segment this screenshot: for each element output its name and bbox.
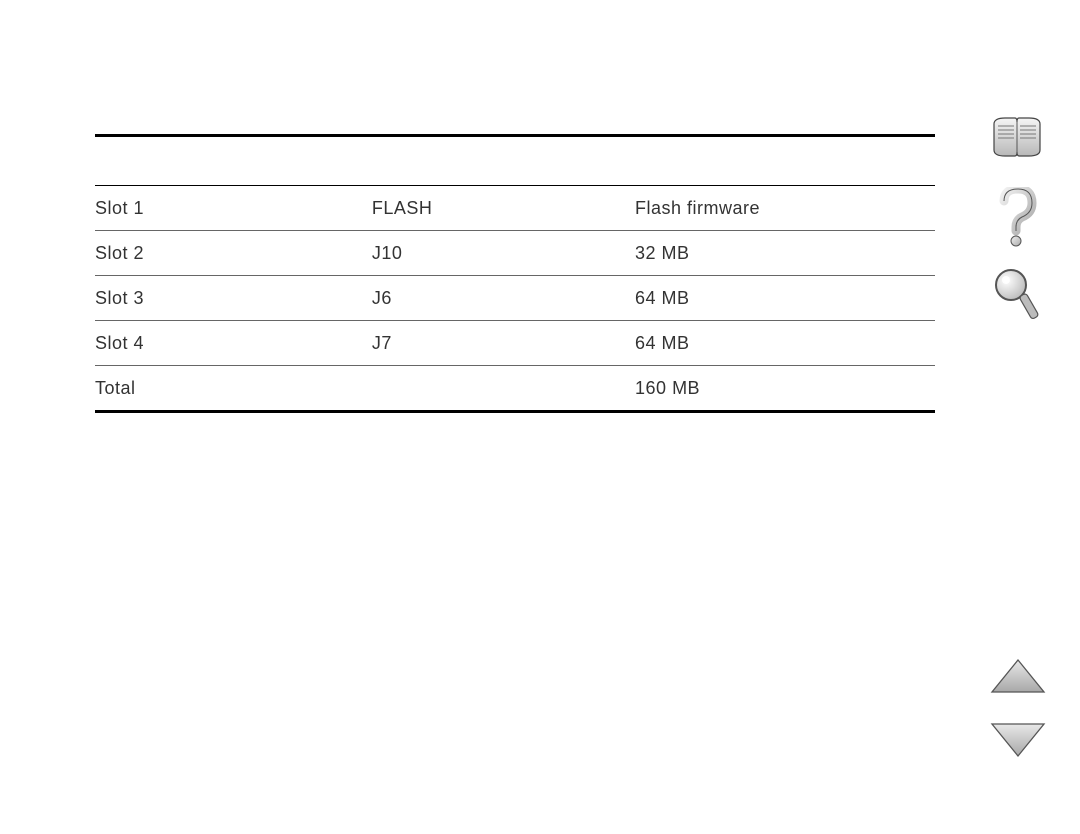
table-header-spacer bbox=[95, 136, 935, 186]
cell-connector: FLASH bbox=[372, 186, 635, 231]
cell-connector: J10 bbox=[372, 231, 635, 276]
cell-slot: Slot 4 bbox=[95, 321, 372, 366]
memory-table-region: Slot 1 FLASH Flash firmware Slot 2 J10 3… bbox=[95, 134, 935, 413]
memory-table: Slot 1 FLASH Flash firmware Slot 2 J10 3… bbox=[95, 134, 935, 413]
table-row: Slot 2 J10 32 MB bbox=[95, 231, 935, 276]
book-icon[interactable] bbox=[990, 110, 1044, 164]
cell-size: 64 MB bbox=[635, 276, 935, 321]
table-row: Slot 3 J6 64 MB bbox=[95, 276, 935, 321]
cell-slot: Slot 3 bbox=[95, 276, 372, 321]
cell-size: Flash firmware bbox=[635, 186, 935, 231]
cell-connector bbox=[372, 366, 635, 412]
table-row-total: Total 160 MB bbox=[95, 366, 935, 412]
sidebar bbox=[990, 110, 1050, 350]
cell-slot: Slot 1 bbox=[95, 186, 372, 231]
cell-connector: J7 bbox=[372, 321, 635, 366]
cell-size: 32 MB bbox=[635, 231, 935, 276]
cell-connector: J6 bbox=[372, 276, 635, 321]
nav-down-button[interactable] bbox=[990, 720, 1046, 760]
search-icon[interactable] bbox=[990, 270, 1044, 324]
cell-slot: Total bbox=[95, 366, 372, 412]
nav-arrows bbox=[990, 656, 1050, 784]
nav-up-button[interactable] bbox=[990, 656, 1046, 696]
cell-size: 160 MB bbox=[635, 366, 935, 412]
cell-slot: Slot 2 bbox=[95, 231, 372, 276]
cell-size: 64 MB bbox=[635, 321, 935, 366]
question-icon[interactable] bbox=[990, 190, 1044, 244]
table-row: Slot 1 FLASH Flash firmware bbox=[95, 186, 935, 231]
table-row: Slot 4 J7 64 MB bbox=[95, 321, 935, 366]
